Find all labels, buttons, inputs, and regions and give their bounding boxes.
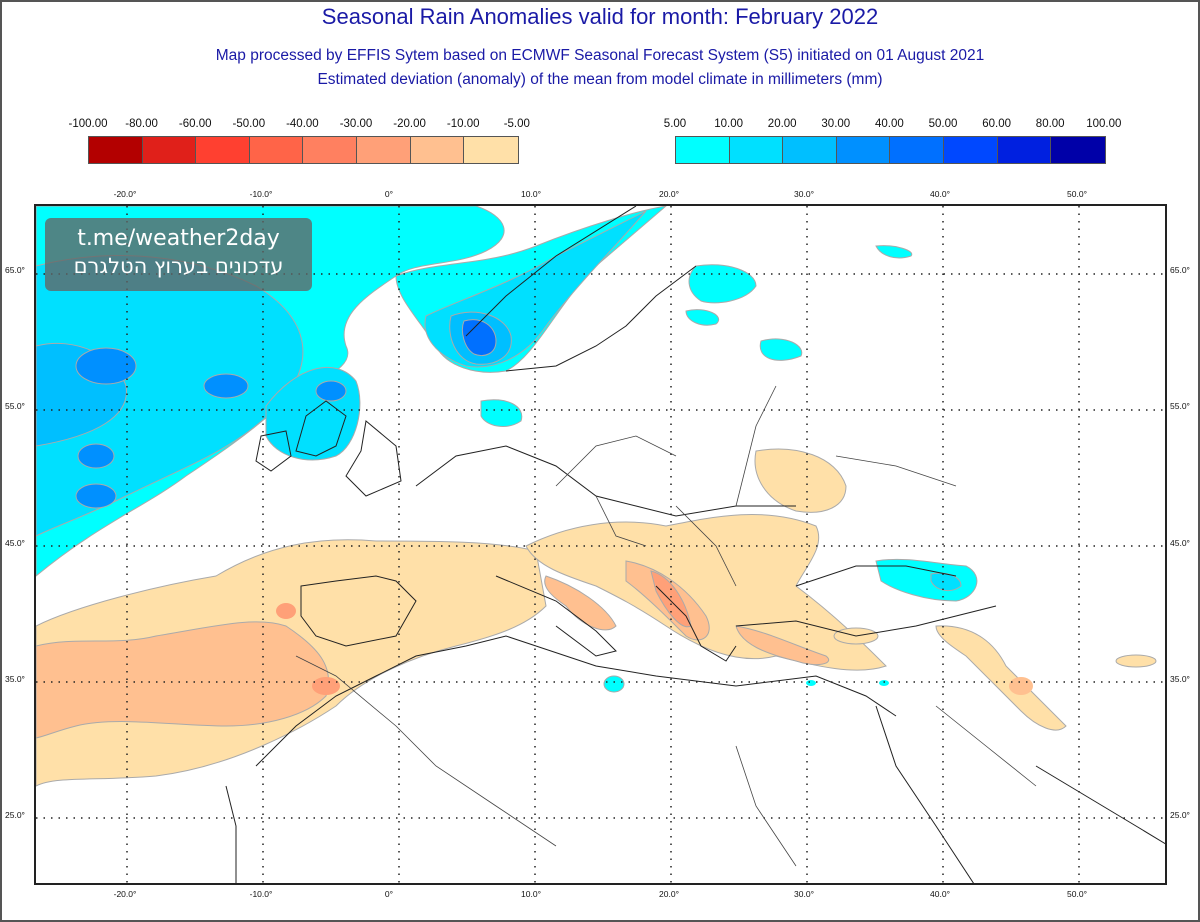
legend-negative-colorbar xyxy=(88,136,519,164)
legend-swatch xyxy=(196,137,250,163)
legend-label: -30.00 xyxy=(339,118,373,130)
latitude-tick: 35.0° xyxy=(5,674,25,684)
longitude-tick: 20.0° xyxy=(659,189,679,199)
legend-label: -40.00 xyxy=(286,118,319,130)
legend-label: -100.00 xyxy=(68,118,108,130)
legend-swatch xyxy=(249,137,304,163)
legend-label: 5.00 xyxy=(663,118,687,130)
legend-swatch xyxy=(836,137,891,163)
latitude-tick: 25.0° xyxy=(1170,810,1190,820)
telegram-watermark[interactable]: t.me/weather2day עדכונים בערוץ הטלגרם xyxy=(45,218,312,291)
legend-swatch xyxy=(464,137,518,163)
legend-positive-labels: 5.00 10.00 20.00 30.00 40.00 50.00 60.00 80.00 1… xyxy=(664,118,1122,136)
map-title: Seasonal Rain Anomalies valid for month:… xyxy=(321,4,879,29)
legend-label: 30.00 xyxy=(821,118,851,130)
longitude-tick: 30.0° xyxy=(794,889,814,899)
graticule xyxy=(36,206,1165,883)
legend-swatch xyxy=(142,137,197,163)
legend-label: 20.00 xyxy=(767,118,797,130)
legend-label: -60.00 xyxy=(178,118,212,130)
watermark-hebrew-caption: עדכונים בערוץ הטלגרם xyxy=(73,254,284,278)
legend-swatch xyxy=(676,137,730,163)
longitude-tick: -10.0° xyxy=(249,189,273,199)
longitude-tick: 10.0° xyxy=(521,189,541,199)
legend-swatch xyxy=(303,137,357,163)
legend-label: 100.00 xyxy=(1086,118,1122,130)
legend-swatch xyxy=(1051,137,1105,163)
legend-swatch xyxy=(89,137,143,163)
legend-swatch xyxy=(729,137,784,163)
longitude-tick: 20.0° xyxy=(659,889,679,899)
legend-label: 10.00 xyxy=(714,118,743,130)
anomaly-map-svg xyxy=(36,206,1165,883)
legend-label: -80.00 xyxy=(125,118,158,130)
legend-label: -5.00 xyxy=(503,118,530,130)
borders xyxy=(295,385,1037,867)
map-subtitle-source: Map processed by EFFIS Sytem based on EC… xyxy=(215,47,985,64)
latitude-tick: 65.0° xyxy=(1170,265,1190,275)
latitude-tick: 25.0° xyxy=(5,810,25,820)
longitude-tick: 30.0° xyxy=(794,189,814,199)
legend-negative: -100.00 -80.00 -60.00 -50.00 -40.00 -30.00 -20… xyxy=(68,118,530,166)
legend-swatch xyxy=(356,137,411,163)
legend-label: 60.00 xyxy=(982,118,1011,130)
legend-label: -50.00 xyxy=(232,118,266,130)
legend-label: 40.00 xyxy=(875,118,904,130)
latitude-tick: 55.0° xyxy=(1170,401,1190,411)
map-canvas[interactable] xyxy=(34,204,1167,885)
longitude-tick: 50.0° xyxy=(1067,189,1087,199)
latitude-tick: 45.0° xyxy=(1170,538,1190,548)
longitude-tick: 40.0° xyxy=(930,889,950,899)
latitude-tick: 55.0° xyxy=(5,401,25,411)
legend-swatch xyxy=(890,137,944,163)
longitude-tick: 10.0° xyxy=(521,889,541,899)
latitude-tick: 45.0° xyxy=(5,538,25,548)
map-subtitle-units: Estimated deviation (anomaly) of the mea… xyxy=(317,71,883,88)
longitude-tick: -20.0° xyxy=(113,189,137,199)
legend-positive-colorbar xyxy=(675,136,1106,164)
longitude-tick: 40.0° xyxy=(930,189,950,199)
watermark-url[interactable]: t.me/weather2day xyxy=(77,226,280,251)
legend-swatch xyxy=(410,137,465,163)
legend-label: -20.00 xyxy=(393,118,426,130)
legend-swatch xyxy=(997,137,1052,163)
latitude-tick: 35.0° xyxy=(1170,674,1190,684)
legend-label: 80.00 xyxy=(1035,118,1065,130)
longitude-tick: -10.0° xyxy=(249,889,273,899)
legend-swatch xyxy=(943,137,998,163)
longitude-tick: 0° xyxy=(384,189,394,199)
longitude-tick: 0° xyxy=(384,889,394,899)
longitude-tick: -20.0° xyxy=(113,889,137,899)
longitude-tick: 50.0° xyxy=(1067,889,1087,899)
legend-positive: 5.00 10.00 20.00 30.00 40.00 50.00 60.00 80.00 1… xyxy=(664,118,1122,166)
legend-label: -10.00 xyxy=(446,118,480,130)
legend-swatch xyxy=(783,137,837,163)
legend-negative-labels: -100.00 -80.00 -60.00 -50.00 -40.00 -30.00 -20… xyxy=(68,118,529,136)
legend-label: 50.00 xyxy=(928,118,958,130)
latitude-tick: 65.0° xyxy=(5,265,25,275)
